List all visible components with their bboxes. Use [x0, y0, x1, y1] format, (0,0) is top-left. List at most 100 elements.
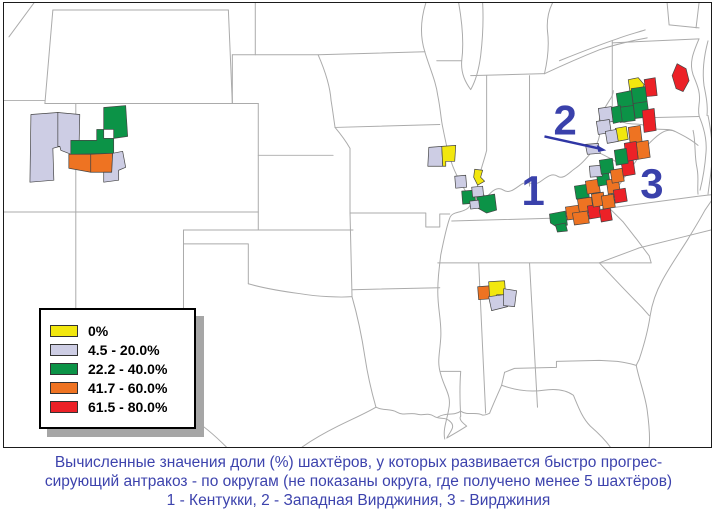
state-boundary [349, 212, 353, 298]
state-boundary [543, 3, 553, 75]
county-p20 [488, 294, 508, 311]
legend-swatch-4-20pct [50, 343, 78, 356]
state-boundary [699, 117, 707, 191]
state-boundary [692, 129, 699, 195]
legend-item: 4.5 - 20.0% [50, 341, 186, 358]
region-label-3: 3 [640, 160, 663, 207]
state-boundary [231, 51, 426, 56]
legend-label: 4.5 - 20.0% [88, 341, 160, 358]
state-boundary [695, 3, 700, 29]
county-p20 [604, 129, 619, 144]
state-boundary [317, 54, 336, 128]
region-label-2: 2 [553, 96, 576, 143]
county-p40 [103, 105, 128, 139]
state-boundary [598, 229, 711, 264]
county-p0 [441, 145, 457, 167]
state-boundary [182, 229, 249, 285]
state-boundary [618, 119, 699, 146]
legend-swatch-0pct [50, 324, 78, 337]
state-boundary [44, 9, 233, 105]
state-boundary [8, 3, 35, 38]
caption-line-2: сирующий антракоз - по округам (не показ… [44, 473, 673, 490]
county-p40 [630, 86, 648, 104]
state-boundary [351, 287, 441, 291]
state-boundary [702, 40, 709, 116]
county-p40 [574, 183, 590, 200]
county-p20 [427, 146, 444, 167]
county-p80 [671, 63, 690, 92]
state-boundary [227, 9, 233, 105]
county-p60 [68, 153, 92, 173]
state-boundary [598, 262, 650, 317]
state-boundary [707, 114, 711, 195]
us-choropleth-map: 12 3 [4, 3, 711, 447]
state-boundary [635, 364, 651, 447]
county-p20 [454, 174, 468, 189]
county-p60 [635, 140, 651, 160]
state-boundary [334, 123, 441, 128]
label-2-arrow [544, 135, 599, 150]
county-p0 [488, 280, 506, 298]
caption-line-3: 1 - Кентукки, 2 - Западная Вирджиния, 3 … [166, 492, 551, 509]
state-boundary [437, 410, 491, 418]
county-p80 [612, 187, 628, 204]
state-boundary [529, 262, 538, 408]
state-boundary [690, 38, 701, 119]
state-boundary [666, 3, 700, 29]
county-p80 [598, 207, 613, 223]
county-p60 [609, 167, 625, 184]
legend-label: 61.5 - 80.0% [88, 398, 168, 415]
state-boundary [478, 262, 487, 414]
map-caption: Вычисленные значения доли (%) шахтёров, … [0, 453, 717, 510]
state-boundary [349, 212, 451, 228]
county-p40 [610, 105, 623, 124]
state-boundary [440, 370, 462, 417]
county-p60 [585, 178, 601, 195]
caption-line-1: Вычисленные значения доли (%) шахтёров, … [54, 454, 663, 471]
county-p60 [90, 152, 114, 173]
legend-label: 0% [88, 322, 109, 339]
county-p20 [469, 199, 481, 210]
county-p20 [503, 288, 517, 307]
region-label-1: 1 [522, 167, 545, 214]
county-p40 [555, 222, 568, 233]
legend-swatch-61-80pct [50, 400, 78, 413]
state-boundary [489, 371, 506, 414]
state-boundary [635, 200, 711, 366]
state-boundary [628, 129, 676, 171]
county-p40 [613, 147, 629, 166]
legend-item: 0% [50, 322, 186, 339]
state-boundary [543, 37, 648, 75]
state-boundary [458, 3, 484, 91]
county-p80 [641, 108, 657, 133]
county-p40 [476, 193, 497, 214]
legend-item: 22.2 - 40.0% [50, 360, 186, 377]
legend-item: 61.5 - 80.0% [50, 398, 186, 415]
county-p20 [103, 150, 127, 183]
county-p60 [572, 210, 590, 226]
legend-label: 41.7 - 60.0% [88, 379, 168, 396]
state-boundary [470, 73, 545, 77]
county-p20 [29, 112, 61, 183]
state-boundary [375, 406, 468, 439]
county-p0 [473, 168, 485, 186]
legend-swatch-41-60pct [50, 381, 78, 394]
county-p20 [588, 164, 603, 178]
county-p20 [471, 185, 484, 198]
legend-item: 41.7 - 60.0% [50, 379, 186, 396]
state-boundary [421, 3, 427, 53]
legend-label: 22.2 - 40.0% [88, 360, 168, 377]
state-boundary [301, 406, 377, 447]
state-boundary [611, 38, 700, 44]
state-boundary [504, 359, 637, 373]
state-boundary [424, 51, 472, 440]
county-p60 [600, 193, 616, 210]
county-p40 [615, 90, 634, 108]
state-boundary [247, 283, 353, 298]
state-boundary [351, 296, 377, 408]
state-boundary [501, 384, 611, 447]
state-boundary [608, 207, 652, 264]
state-boundary [558, 29, 646, 62]
